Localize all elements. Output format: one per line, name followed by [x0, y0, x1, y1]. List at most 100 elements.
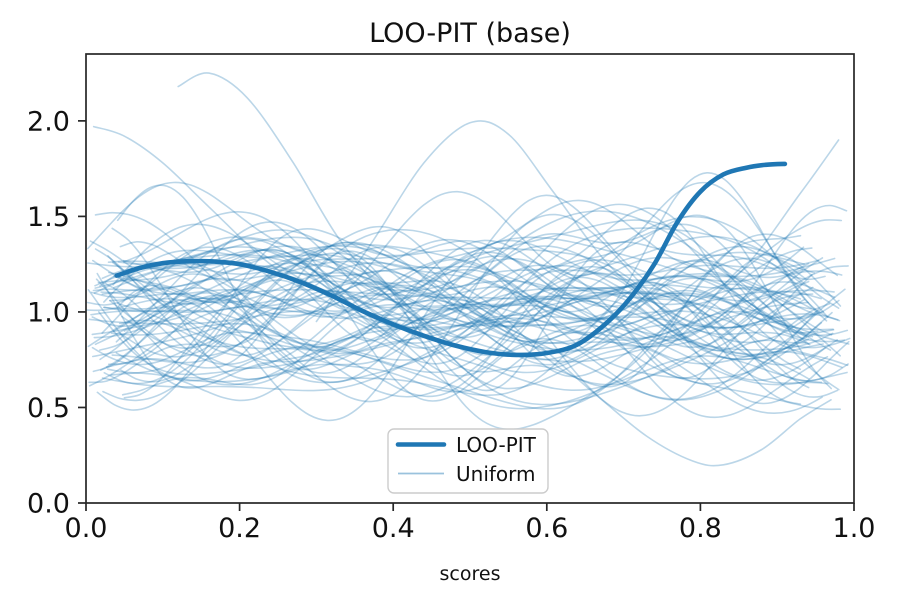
uniform-curve	[87, 181, 828, 348]
uniform-curve	[123, 225, 810, 399]
chart-title: LOO-PIT (base)	[369, 18, 571, 49]
uniform-curve	[100, 251, 803, 371]
uniform-curve	[121, 194, 839, 398]
uniform-curve	[93, 260, 822, 345]
uniform-curve	[111, 246, 805, 397]
uniform-curve	[94, 239, 810, 370]
uniform-curve	[117, 259, 802, 398]
plot-area	[86, 54, 854, 503]
uniform-curve	[90, 284, 846, 343]
uniform-curve	[113, 229, 810, 361]
uniform-curve	[98, 286, 810, 389]
uniform-curve	[88, 250, 804, 384]
uniform-curve	[123, 139, 840, 352]
x-tick-label: 0.6	[525, 513, 568, 544]
y-tick-label: 1.0	[27, 297, 70, 328]
uniform-curve	[99, 248, 814, 349]
uniform-curve	[99, 245, 846, 361]
uniform-curve	[102, 210, 832, 402]
uniform-curve	[117, 279, 807, 379]
x-tick-label: 0.2	[218, 513, 261, 544]
uniform-curve	[112, 219, 843, 374]
x-axis-label: scores	[440, 563, 501, 585]
y-axis-ticks: 0.0 0.5 1.0 1.5 2.0	[27, 106, 86, 520]
uniform-curve	[119, 204, 848, 378]
uniform-curve	[86, 236, 834, 351]
uniform-curve	[95, 203, 834, 386]
y-tick-label: 2.0	[27, 106, 70, 137]
uniform-curve	[108, 234, 802, 388]
uniform-curve	[101, 245, 807, 384]
uniform-curve	[123, 210, 841, 411]
uniform-curve	[112, 265, 811, 346]
uniform-curve	[107, 223, 816, 366]
uniform-curve	[92, 125, 794, 329]
y-tick-label: 1.5	[27, 202, 70, 233]
uniform-curve	[94, 236, 824, 406]
uniform-curve	[117, 261, 840, 393]
uniform-curve	[110, 215, 840, 398]
uniform-curve	[119, 270, 843, 363]
uniform-curve	[94, 245, 826, 382]
uniform-curve	[96, 247, 850, 411]
uniform-curve	[101, 254, 823, 356]
uniform-curve	[122, 253, 814, 386]
uniform-curve	[101, 246, 833, 380]
uniform-curve	[91, 257, 824, 361]
uniform-curve	[469, 311, 832, 467]
x-tick-label: 0.8	[679, 513, 722, 544]
uniform-curve	[120, 238, 839, 383]
legend-label-loo-pit: LOO-PIT	[456, 433, 537, 457]
uniform-curve	[91, 264, 812, 366]
x-tick-label: 1.0	[833, 513, 876, 544]
y-tick-label: 0.5	[27, 393, 70, 424]
x-axis-ticks: 0.0 0.2 0.4 0.6 0.8 1.0	[65, 503, 876, 544]
uniform-curve	[113, 259, 820, 384]
uniform-curve	[111, 207, 849, 381]
axes-spines	[85, 53, 855, 504]
uniform-curve	[86, 239, 841, 422]
uniform-curve	[108, 271, 851, 349]
legend: LOO-PIT Uniform	[387, 428, 549, 494]
uniform-curve	[109, 272, 813, 377]
y-tick-label: 0.0	[27, 489, 70, 520]
uniform-curve	[115, 237, 829, 419]
uniform-curve	[94, 211, 831, 401]
uniform-curve	[87, 246, 823, 392]
legend-label-uniform: Uniform	[456, 462, 536, 486]
uniform-curve	[92, 199, 814, 318]
uniform-curve	[93, 233, 839, 431]
uniform-curve	[103, 243, 849, 385]
uniform-curve	[90, 235, 816, 374]
uniform-curve	[100, 272, 818, 344]
loo-pit-curve	[114, 161, 788, 358]
uniform-curve	[115, 236, 808, 383]
uniform-curve	[103, 213, 841, 403]
uniform-curve	[92, 259, 806, 354]
uniform-curve	[111, 228, 810, 417]
uniform-curve	[121, 252, 814, 350]
uniform-curve	[88, 219, 840, 391]
uniform-curve	[110, 227, 802, 405]
uniform-curve	[92, 262, 850, 358]
uniform-curve	[89, 227, 829, 361]
uniform-curve	[119, 241, 819, 361]
uniform-curve	[315, 120, 825, 329]
uniform-curve	[87, 283, 833, 410]
uniform-curve	[99, 246, 836, 351]
uniform-curve	[92, 252, 842, 374]
uniform-curve	[103, 288, 835, 341]
x-tick-label: 0.0	[65, 513, 108, 544]
uniform-curve	[96, 241, 826, 392]
uniform-curve	[105, 241, 829, 385]
uniform-curve	[118, 255, 849, 357]
uniform-curve	[123, 249, 820, 402]
uniform-curve	[103, 249, 810, 390]
uniform-curve	[104, 256, 849, 366]
uniform-curve	[88, 247, 813, 410]
x-tick-label: 0.4	[372, 513, 415, 544]
uniform-curve	[91, 221, 835, 385]
uniform-curve	[177, 72, 809, 363]
